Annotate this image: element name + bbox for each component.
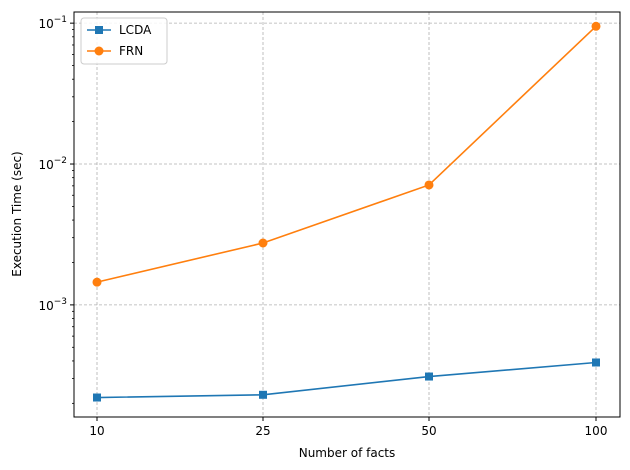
- data-point-frn: [591, 21, 601, 31]
- series-line-frn: [96, 25, 597, 283]
- y-axis-title: Execution Time (sec): [10, 151, 24, 276]
- x-axis: 10 25 50 100: [89, 417, 607, 438]
- data-point-frn: [424, 180, 434, 190]
- x-tick-label: 50: [421, 424, 436, 438]
- data-point-lcda: [425, 372, 433, 381]
- legend-label-frn: FRN: [119, 44, 143, 58]
- series-line-lcda: [96, 361, 597, 399]
- data-point-lcda: [93, 393, 101, 402]
- data-point-lcda: [259, 390, 267, 399]
- legend-marker-frn: [94, 46, 104, 56]
- x-tick-label: 100: [585, 424, 608, 438]
- y-tick-label: 10−2: [38, 156, 67, 172]
- x-tick-label: 10: [89, 424, 104, 438]
- x-axis-title: Number of facts: [299, 446, 396, 460]
- y-tick-label: 10−3: [38, 297, 67, 313]
- data-point-frn: [92, 277, 102, 287]
- data-point-frn: [258, 238, 268, 248]
- y-tick-label: 10−1: [38, 15, 67, 31]
- legend-marker-lcda: [95, 26, 103, 34]
- grid-lines: [74, 12, 620, 417]
- legend: LCDA FRN: [80, 17, 168, 65]
- series-layer: [92, 21, 601, 402]
- x-tick-label: 25: [255, 424, 270, 438]
- y-axis: 10−3 10−2 10−1: [38, 15, 74, 404]
- legend-label-lcda: LCDA: [119, 23, 152, 37]
- data-point-lcda: [592, 358, 600, 367]
- plot-frame: [73, 11, 621, 418]
